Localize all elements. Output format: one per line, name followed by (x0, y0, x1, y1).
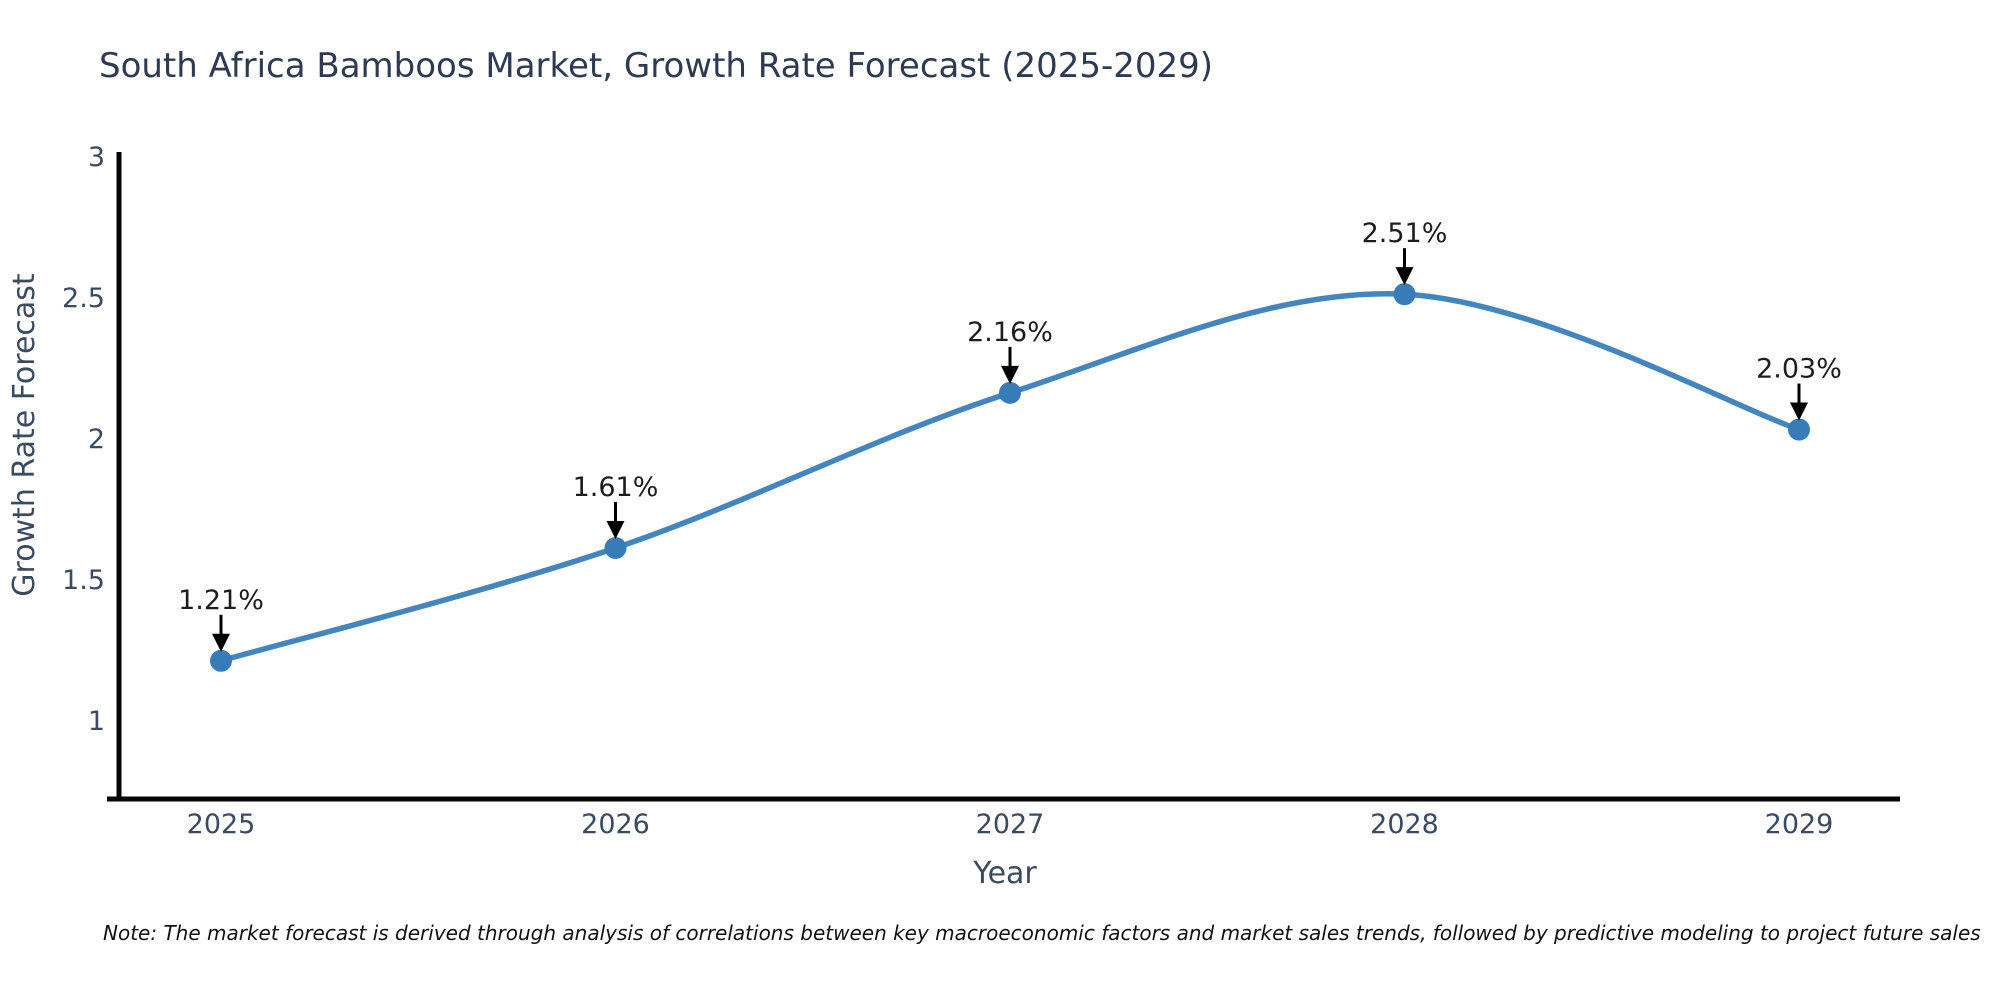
data-point-marker (210, 649, 232, 672)
annotation-arrow-head (212, 633, 230, 652)
y-tick-label: 2.5 (62, 283, 105, 314)
annotation-arrow-head (606, 520, 625, 539)
data-point-marker (604, 536, 627, 559)
y-tick-label: 1 (88, 706, 105, 737)
annotation-arrow-head (1395, 267, 1414, 286)
y-axis-label: Growth Rate Forecast (7, 273, 42, 597)
note-text: Note: The market forecast is derived thr… (103, 921, 1981, 945)
x-tick-label: 2026 (581, 809, 650, 840)
data-point-label: 2.03% (1756, 354, 1842, 385)
data-point-label: 1.61% (573, 472, 659, 503)
y-tick-label: 3 (88, 142, 105, 173)
data-point-label: 1.21% (178, 585, 264, 616)
data-point-marker (999, 381, 1021, 404)
x-tick-label: 2027 (976, 809, 1045, 840)
chart-title: South Africa Bamboos Market, Growth Rate… (99, 46, 1213, 86)
annotation-arrow-head (1790, 402, 1808, 421)
data-point-marker (1393, 283, 1416, 306)
data-point-label: 2.16% (967, 317, 1053, 348)
x-axis-label: Year (972, 856, 1037, 891)
annotation-arrow-head (1001, 365, 1019, 384)
x-tick-label: 2029 (1765, 809, 1834, 840)
x-tick-label: 2028 (1370, 809, 1439, 840)
plot-area: 1 1.5 2 2.5 3 2025 2026 2027 2028 2029 1.21% 1.61% 2… (62, 142, 1900, 840)
y-tick-label: 1.5 (62, 565, 105, 596)
x-tick-label: 2025 (187, 809, 256, 840)
y-tick-label: 2 (88, 424, 105, 455)
data-point-label: 2.51% (1362, 218, 1448, 249)
data-point-marker (1788, 418, 1810, 441)
